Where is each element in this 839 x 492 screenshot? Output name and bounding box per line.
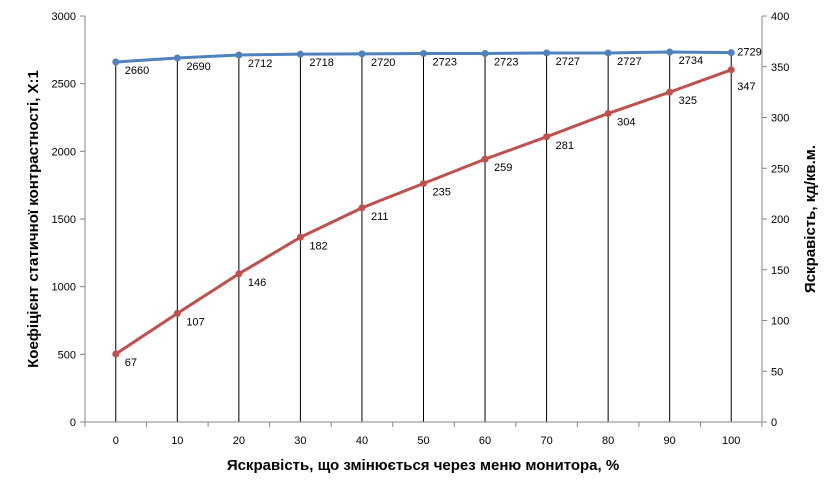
- labels-layer: 2660 2690 2712 2718 2720 2723 2723 2727 2727 2734…: [125, 47, 762, 369]
- y-left-tick-label: 3000: [52, 11, 76, 23]
- data-point: [296, 50, 304, 58]
- y-right-tick-label: 50: [771, 366, 783, 378]
- data-point: [420, 49, 427, 57]
- y-left-tick-label: 2500: [52, 79, 76, 91]
- data-label: 2734: [679, 55, 703, 67]
- data-point: [543, 133, 551, 141]
- data-point: [112, 58, 120, 66]
- data-point: [604, 49, 612, 57]
- data-point: [666, 48, 674, 56]
- data-label: 2727: [617, 56, 641, 68]
- y-left-tick-label: 0: [70, 417, 76, 429]
- data-label: 2712: [248, 58, 272, 70]
- y-left-tick-label: 1000: [52, 282, 76, 294]
- data-point: [727, 49, 735, 57]
- y-right-tick-label: 300: [771, 113, 789, 125]
- data-label: 2729: [737, 47, 761, 59]
- y-right-tick-label: 200: [771, 214, 789, 226]
- data-label: 2718: [309, 57, 333, 69]
- y-right-tick-label: 400: [771, 11, 789, 23]
- x-tick-label: 0: [113, 435, 119, 447]
- data-point: [173, 309, 181, 317]
- x-tick-label: 20: [233, 435, 245, 447]
- x-tick-label: 10: [171, 435, 183, 447]
- x-tick-label: 90: [664, 435, 676, 447]
- data-point: [112, 350, 120, 358]
- y-right-tick-label: 0: [771, 417, 777, 429]
- data-point: [173, 54, 181, 62]
- y-axis-right-title: Яскравість, кд/кв.м.: [802, 145, 819, 293]
- data-label: 211: [371, 211, 389, 223]
- data-point: [358, 50, 366, 58]
- data-label: 281: [556, 140, 574, 152]
- y-right-tick-label: 100: [771, 316, 789, 328]
- data-label: 259: [494, 162, 512, 174]
- data-point: [481, 49, 489, 57]
- data-label: 235: [433, 186, 451, 198]
- x-tick-label: 60: [479, 435, 491, 447]
- grid-layer: [115, 51, 732, 422]
- data-point: [727, 66, 735, 74]
- series-layer: [112, 48, 735, 358]
- data-label: 182: [309, 240, 327, 252]
- y-axis-left-title: Коефіцієнт статичної контрастності, Х:1: [25, 70, 42, 368]
- y-left-tick-label: 1500: [52, 214, 76, 226]
- x-tick-label: 70: [540, 435, 552, 447]
- y-left-tick-label: 500: [58, 349, 76, 361]
- y-right-tick-label: 150: [771, 265, 789, 277]
- data-label: 347: [737, 81, 755, 93]
- data-label: 146: [248, 277, 266, 289]
- x-tick-label: 40: [356, 435, 368, 447]
- data-label: 2720: [371, 57, 395, 69]
- data-label: 2727: [556, 56, 580, 68]
- y-right-tick-label: 250: [771, 163, 789, 175]
- axes-layer: 0500100015002000250030000501001502002503…: [52, 11, 790, 447]
- data-point: [604, 109, 612, 117]
- y-right-tick-label: 350: [771, 62, 789, 74]
- data-point: [296, 233, 304, 241]
- data-point: [481, 155, 489, 163]
- data-point: [235, 270, 243, 278]
- x-tick-label: 100: [722, 435, 740, 447]
- data-label: 2690: [186, 61, 210, 73]
- data-point: [666, 88, 674, 96]
- data-point: [358, 204, 366, 212]
- data-label: 107: [186, 316, 204, 328]
- data-label: 2723: [494, 56, 518, 68]
- data-label: 67: [125, 357, 137, 369]
- y-left-tick-label: 2000: [52, 146, 76, 158]
- data-label: 304: [617, 116, 635, 128]
- data-point: [420, 179, 427, 187]
- data-label: 325: [679, 95, 697, 107]
- x-axis-title: Яскравість, що змінюється через меню мон…: [227, 457, 619, 474]
- data-point: [235, 51, 243, 59]
- data-point: [543, 49, 551, 57]
- x-tick-label: 50: [417, 435, 429, 447]
- x-tick-label: 80: [602, 435, 614, 447]
- data-label: 2723: [433, 56, 457, 68]
- x-tick-label: 30: [294, 435, 306, 447]
- data-label: 2660: [125, 65, 149, 77]
